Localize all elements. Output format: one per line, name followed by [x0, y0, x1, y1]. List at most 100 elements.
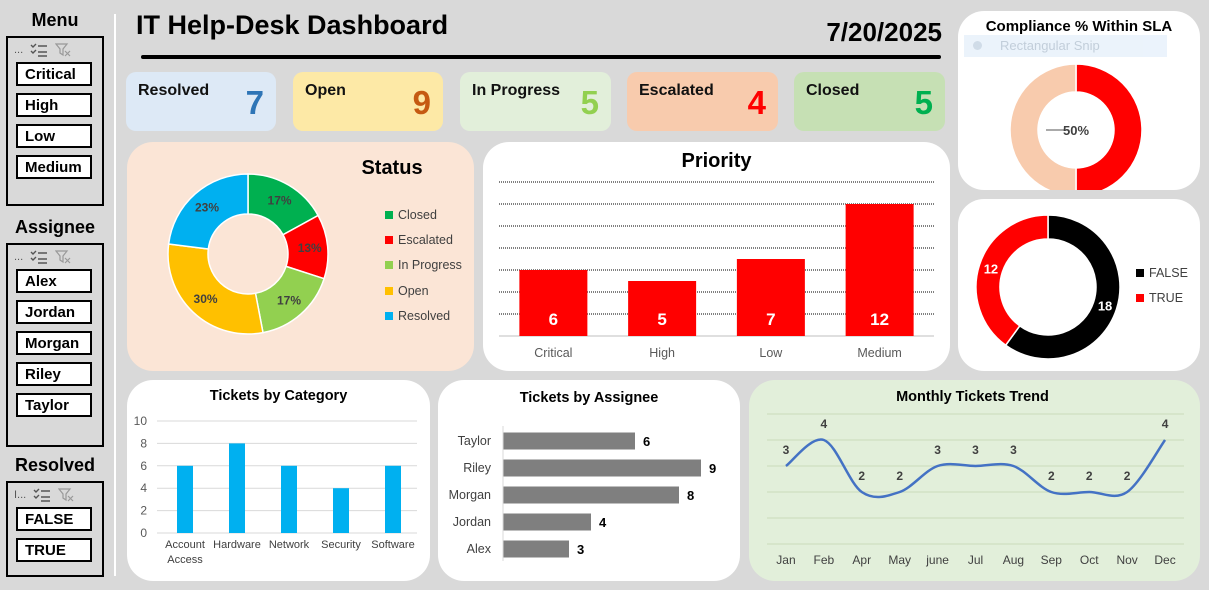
chart-title: Tickets by Assignee: [519, 390, 659, 406]
slicer-item-false[interactable]: FALSE: [16, 507, 92, 531]
y-tick-label: Jordan: [453, 515, 491, 529]
legend-swatch: [1136, 268, 1144, 277]
legend-item-resolved: Resolved: [385, 304, 462, 329]
clear-filter-icon[interactable]: [55, 43, 71, 57]
kpi-card-open: Open 9: [293, 72, 443, 131]
assignee-slicer: ... Alex Jordan Morgan Riley Taylor: [6, 243, 104, 447]
status-legend: Closed Escalated In Progress Open Resolv…: [385, 202, 462, 329]
resolved-donut-card: 18 12 FALSE TRUE: [958, 199, 1200, 371]
bar-category: [333, 488, 349, 533]
legend-item-true: TRUE: [1136, 285, 1188, 310]
resolved-slice: [1004, 214, 1121, 360]
data-label: 2: [858, 469, 865, 483]
assignee-bar-chart: Taylor 6 Riley 9 Morgan 8 Jordan 4 Alex 3: [449, 426, 716, 561]
data-label: 12: [870, 310, 889, 329]
data-label: 6: [549, 310, 558, 329]
legend-label: In Progress: [398, 258, 462, 273]
bar-jordan: [503, 513, 591, 531]
rectangular-snip-overlay[interactable]: Rectangular Snip: [964, 35, 1167, 57]
x-tick-label: Feb: [814, 553, 835, 567]
legend-swatch: [1136, 294, 1144, 303]
multi-select-icon[interactable]: [30, 43, 48, 57]
y-tick-label: 2: [140, 504, 147, 518]
data-label: 2: [896, 469, 903, 483]
resolved-slicer-title: Resolved: [14, 455, 96, 475]
data-label: 18: [1098, 299, 1112, 314]
y-tick-label: 4: [140, 481, 147, 495]
x-tick-label: Aug: [1003, 553, 1024, 567]
bar-alex: [503, 540, 569, 558]
slicer-item-riley[interactable]: Riley: [16, 362, 92, 386]
slicer-item-medium[interactable]: Medium: [16, 155, 92, 179]
kpi-label: In Progress: [472, 82, 561, 99]
slicer-item-low[interactable]: Low: [16, 124, 92, 148]
more-options-icon[interactable]: ...: [14, 251, 24, 263]
kpi-label: Resolved: [138, 82, 210, 99]
x-tick-label: Nov: [1116, 553, 1137, 567]
clear-filter-icon[interactable]: [58, 488, 74, 502]
x-tick-label: june: [925, 553, 949, 567]
data-label: 2: [1124, 469, 1131, 483]
slicer-item-critical[interactable]: Critical: [16, 62, 92, 86]
bar-high: [628, 281, 697, 336]
data-label: 3: [1010, 443, 1017, 457]
status-card: Status 17% 13% 17% 30% 23% Closed Escalated …: [127, 142, 474, 371]
y-tick-label: 6: [140, 459, 147, 473]
kpi-card-in-progress: In Progress 5: [460, 72, 611, 131]
slicer-item-morgan[interactable]: Morgan: [16, 331, 92, 355]
resolved-slicer: I... FALSE TRUE: [6, 481, 104, 577]
kpi-label: Escalated: [639, 82, 714, 99]
chart-title: Compliance % Within SLA: [985, 18, 1173, 35]
report-date: 7/20/2025: [826, 17, 942, 47]
more-options-icon[interactable]: ...: [14, 44, 24, 56]
x-tick-label: Dec: [1154, 553, 1175, 567]
data-label: 6: [643, 434, 650, 449]
kpi-value: 5: [580, 84, 599, 121]
data-label: 2: [1086, 469, 1093, 483]
y-tick-label: 10: [134, 414, 148, 428]
bar-critical: [519, 270, 588, 336]
legend-item-escalated: Escalated: [385, 227, 462, 252]
slicer-header: ...: [8, 38, 102, 62]
category-card: Tickets by Category 0 2 4 6 8 10 Account Access…: [127, 380, 430, 581]
more-options-icon[interactable]: I...: [14, 489, 27, 501]
x-tick-label: Network: [269, 539, 310, 551]
data-label: 3: [783, 443, 790, 457]
data-label: 23%: [195, 200, 219, 214]
resolved-legend: FALSE TRUE: [1136, 260, 1188, 311]
kpi-label: Closed: [806, 82, 860, 99]
priority-bar-chart: 6 Critical 5 High 7 Low 12 Medium: [499, 181, 934, 360]
slicer-item-alex[interactable]: Alex: [16, 269, 92, 293]
bar-category: [385, 465, 401, 533]
data-label: 2: [1048, 469, 1055, 483]
kpi-value: 7: [245, 84, 264, 121]
kpi-value: 4: [747, 84, 766, 121]
multi-select-icon[interactable]: [33, 488, 51, 502]
page-title: IT Help-Desk Dashboard: [136, 10, 449, 40]
slicer-item-true[interactable]: TRUE: [16, 538, 92, 562]
legend-swatch: [385, 312, 393, 321]
x-tick-label: Low: [759, 346, 783, 360]
multi-select-icon[interactable]: [30, 250, 48, 264]
assignee-card: Tickets by Assignee Taylor 6 Riley 9 Morgan 8…: [438, 380, 740, 581]
x-tick-label: Jan: [776, 553, 795, 567]
bar-riley: [503, 459, 701, 477]
slicer-item-jordan[interactable]: Jordan: [16, 300, 92, 324]
overlay-label: Rectangular Snip: [1000, 38, 1100, 53]
title-underline: [141, 55, 941, 59]
bar-low: [736, 259, 805, 336]
data-label: 12: [984, 261, 998, 276]
data-label: 3: [577, 542, 584, 557]
slicer-item-high[interactable]: High: [16, 93, 92, 117]
legend-label: Escalated: [398, 233, 453, 248]
slicer-item-taylor[interactable]: Taylor: [16, 393, 92, 417]
sidebar-divider: [114, 14, 116, 576]
legend-item-false: FALSE: [1136, 260, 1188, 285]
x-tick-label: Oct: [1080, 553, 1099, 567]
compliance-donut-chart: 50%: [1009, 63, 1143, 190]
clear-filter-icon[interactable]: [55, 250, 71, 264]
data-label: 17%: [268, 194, 292, 208]
bar-category: [177, 465, 193, 533]
legend-swatch: [385, 286, 393, 295]
